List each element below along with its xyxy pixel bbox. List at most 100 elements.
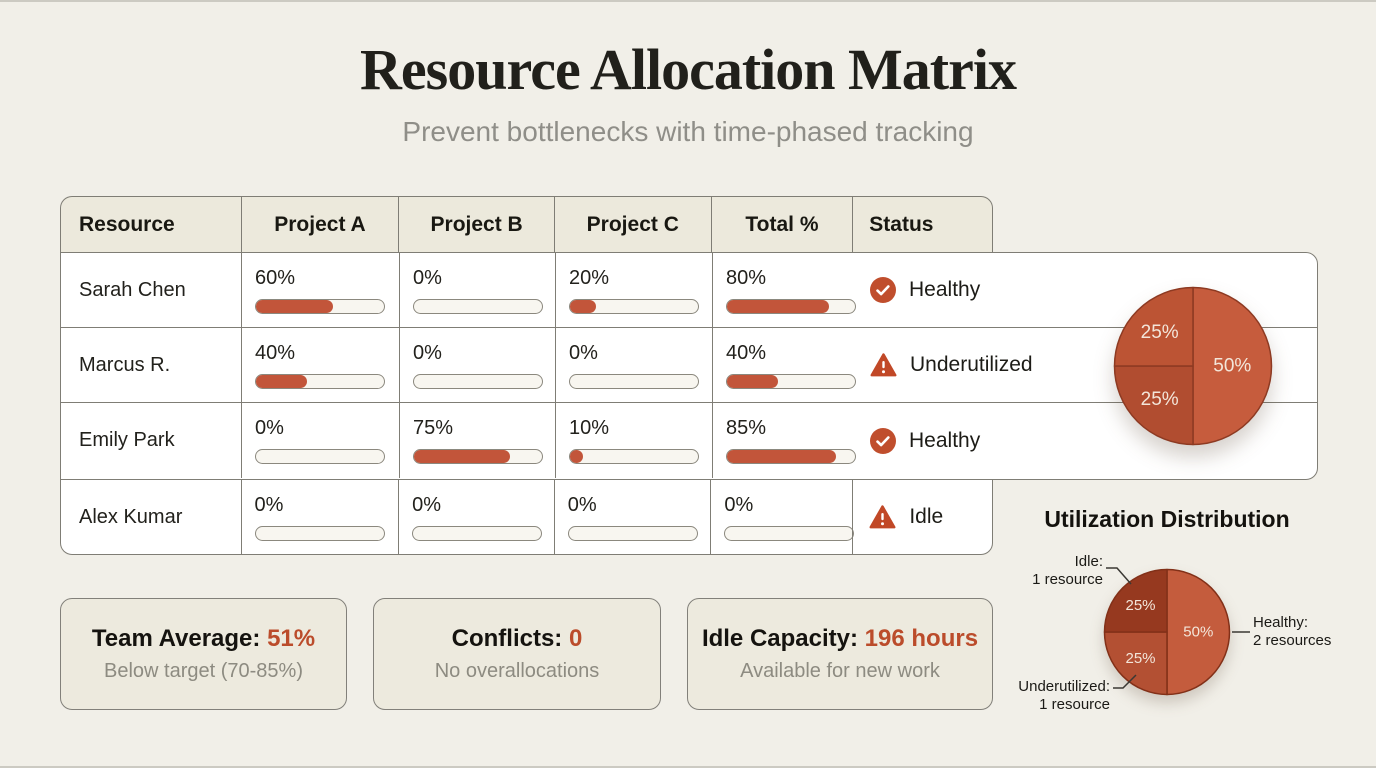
status-badge: Healthy bbox=[854, 403, 1317, 478]
allocation-cell: 20% bbox=[555, 253, 712, 327]
percent-label: 0% bbox=[255, 417, 284, 439]
table-row: Emily Park 0% 75% 10% 85% Healthy bbox=[61, 403, 1317, 478]
card-value: 196 hours bbox=[864, 625, 979, 652]
progress-bar bbox=[567, 526, 698, 541]
progress-fill bbox=[727, 300, 830, 313]
percent-label: 0% bbox=[567, 494, 597, 516]
column-header-project-c: Project C bbox=[553, 197, 711, 252]
allocation-pie-chart: 50% 25% 25% bbox=[1113, 286, 1273, 446]
percent-label: 40% bbox=[255, 342, 296, 364]
check-circle-icon bbox=[870, 277, 896, 303]
card-label: Team Average: bbox=[91, 625, 261, 652]
status-badge: Idle bbox=[852, 480, 992, 554]
allocation-cell: 85% bbox=[712, 403, 856, 478]
bottom-edge-divider bbox=[0, 766, 1376, 768]
allocation-cell: 0% bbox=[555, 328, 712, 402]
allocation-cell: 0% bbox=[241, 403, 399, 478]
card-value: 0 bbox=[568, 625, 583, 652]
column-header-total: Total % bbox=[710, 197, 853, 252]
column-header-project-b: Project B bbox=[398, 197, 554, 252]
allocation-table-last-row: Alex Kumar 0% 0% 0% 0% Idle bbox=[60, 480, 993, 555]
allocation-cell: 40% bbox=[241, 328, 399, 402]
summary-card-team-average: Team Average: 51% Below target (70-85%) bbox=[60, 598, 347, 710]
resource-name: Emily Park bbox=[79, 429, 175, 451]
allocation-cell: 80% bbox=[712, 253, 856, 327]
percent-label: 0% bbox=[254, 494, 284, 516]
top-edge-divider bbox=[0, 0, 1376, 2]
check-circle-icon bbox=[870, 427, 896, 454]
card-value: 51% bbox=[267, 625, 316, 652]
progress-fill bbox=[256, 375, 308, 388]
table-row: Sarah Chen 60% 0% 20% 80% Healthy bbox=[61, 253, 1317, 328]
percent-label: 0% bbox=[724, 494, 754, 516]
percent-label: 0% bbox=[413, 342, 442, 364]
warning-triangle-icon bbox=[870, 353, 897, 377]
svg-text:25%: 25% bbox=[1125, 650, 1155, 667]
status-label: Healthy bbox=[909, 278, 981, 301]
allocation-cell: 60% bbox=[241, 253, 399, 327]
progress-bar bbox=[413, 299, 543, 314]
progress-fill bbox=[727, 450, 836, 463]
progress-bar bbox=[726, 374, 856, 389]
svg-text:50%: 50% bbox=[1183, 624, 1213, 641]
resource-name: Alex Kumar bbox=[79, 505, 183, 528]
percent-label: 0% bbox=[569, 342, 598, 364]
page-subtitle: Prevent bottlenecks with time-phased tra… bbox=[402, 116, 974, 147]
status-label: Idle bbox=[909, 505, 944, 528]
allocation-cell: 0% bbox=[399, 253, 555, 327]
progress-fill bbox=[727, 375, 779, 388]
status-label: Underutilized bbox=[910, 353, 1033, 376]
summary-card-conflicts: Conflicts: 0 No overallocations bbox=[373, 598, 661, 710]
column-header-status: Status bbox=[852, 197, 992, 252]
svg-text:25%: 25% bbox=[1125, 597, 1155, 614]
page-title: Resource Allocation Matrix bbox=[360, 37, 1017, 102]
progress-bar bbox=[569, 374, 699, 389]
column-header-resource: Resource bbox=[79, 212, 175, 236]
progress-bar bbox=[254, 526, 385, 541]
warning-triangle-icon bbox=[869, 505, 896, 529]
percent-label: 75% bbox=[413, 417, 454, 439]
allocation-cell: 0% bbox=[553, 480, 711, 554]
percent-label: 0% bbox=[413, 267, 442, 289]
utilization-pie-chart: 50% 25% 25% bbox=[1103, 568, 1231, 696]
progress-bar bbox=[726, 299, 856, 314]
allocation-cell: 0% bbox=[398, 480, 554, 554]
percent-label: 80% bbox=[726, 267, 767, 289]
progress-fill bbox=[570, 300, 596, 313]
svg-text:25%: 25% bbox=[1141, 322, 1179, 343]
resource-name: Marcus R. bbox=[79, 353, 171, 376]
progress-bar bbox=[726, 449, 856, 464]
progress-bar bbox=[724, 526, 855, 541]
progress-bar bbox=[413, 449, 543, 464]
allocation-table-body: Sarah Chen 60% 0% 20% 80% Healthy Marcus… bbox=[60, 252, 1318, 480]
percent-label: 85% bbox=[726, 417, 767, 439]
progress-fill bbox=[256, 300, 333, 313]
allocation-cell: 0% bbox=[240, 480, 399, 554]
progress-bar bbox=[569, 299, 699, 314]
table-row: Marcus R. 40% 0% 0% 40% Underutilized bbox=[61, 328, 1317, 403]
percent-label: 60% bbox=[255, 267, 296, 289]
svg-text:50%: 50% bbox=[1213, 356, 1251, 377]
card-subtext: Available for new work bbox=[740, 660, 940, 682]
progress-bar bbox=[569, 449, 699, 464]
percent-label: 0% bbox=[412, 494, 442, 516]
allocation-cell: 75% bbox=[399, 403, 555, 478]
progress-bar bbox=[413, 374, 543, 389]
column-header-project-a: Project A bbox=[240, 197, 399, 252]
card-subtext: No overallocations bbox=[434, 660, 600, 682]
callout-healthy: Healthy: 2 resources bbox=[1253, 614, 1332, 649]
percent-label: 10% bbox=[569, 417, 610, 439]
resource-name: Sarah Chen bbox=[79, 278, 186, 301]
summary-card-idle-capacity: Idle Capacity: 196 hours Available for n… bbox=[687, 598, 993, 710]
status-label: Healthy bbox=[909, 428, 981, 452]
progress-bar bbox=[255, 299, 385, 314]
callout-idle: Idle: 1 resource bbox=[1032, 553, 1103, 588]
allocation-cell: 0% bbox=[710, 480, 855, 554]
card-label: Idle Capacity: bbox=[701, 625, 858, 652]
percent-label: 20% bbox=[569, 267, 610, 289]
allocation-cell: 10% bbox=[555, 403, 712, 478]
pie-leader-lines bbox=[1106, 567, 1250, 689]
progress-fill bbox=[570, 450, 583, 463]
card-subtext: Below target (70-85%) bbox=[104, 660, 303, 682]
callout-underutilized: Underutilized: 1 resource bbox=[1018, 678, 1110, 713]
